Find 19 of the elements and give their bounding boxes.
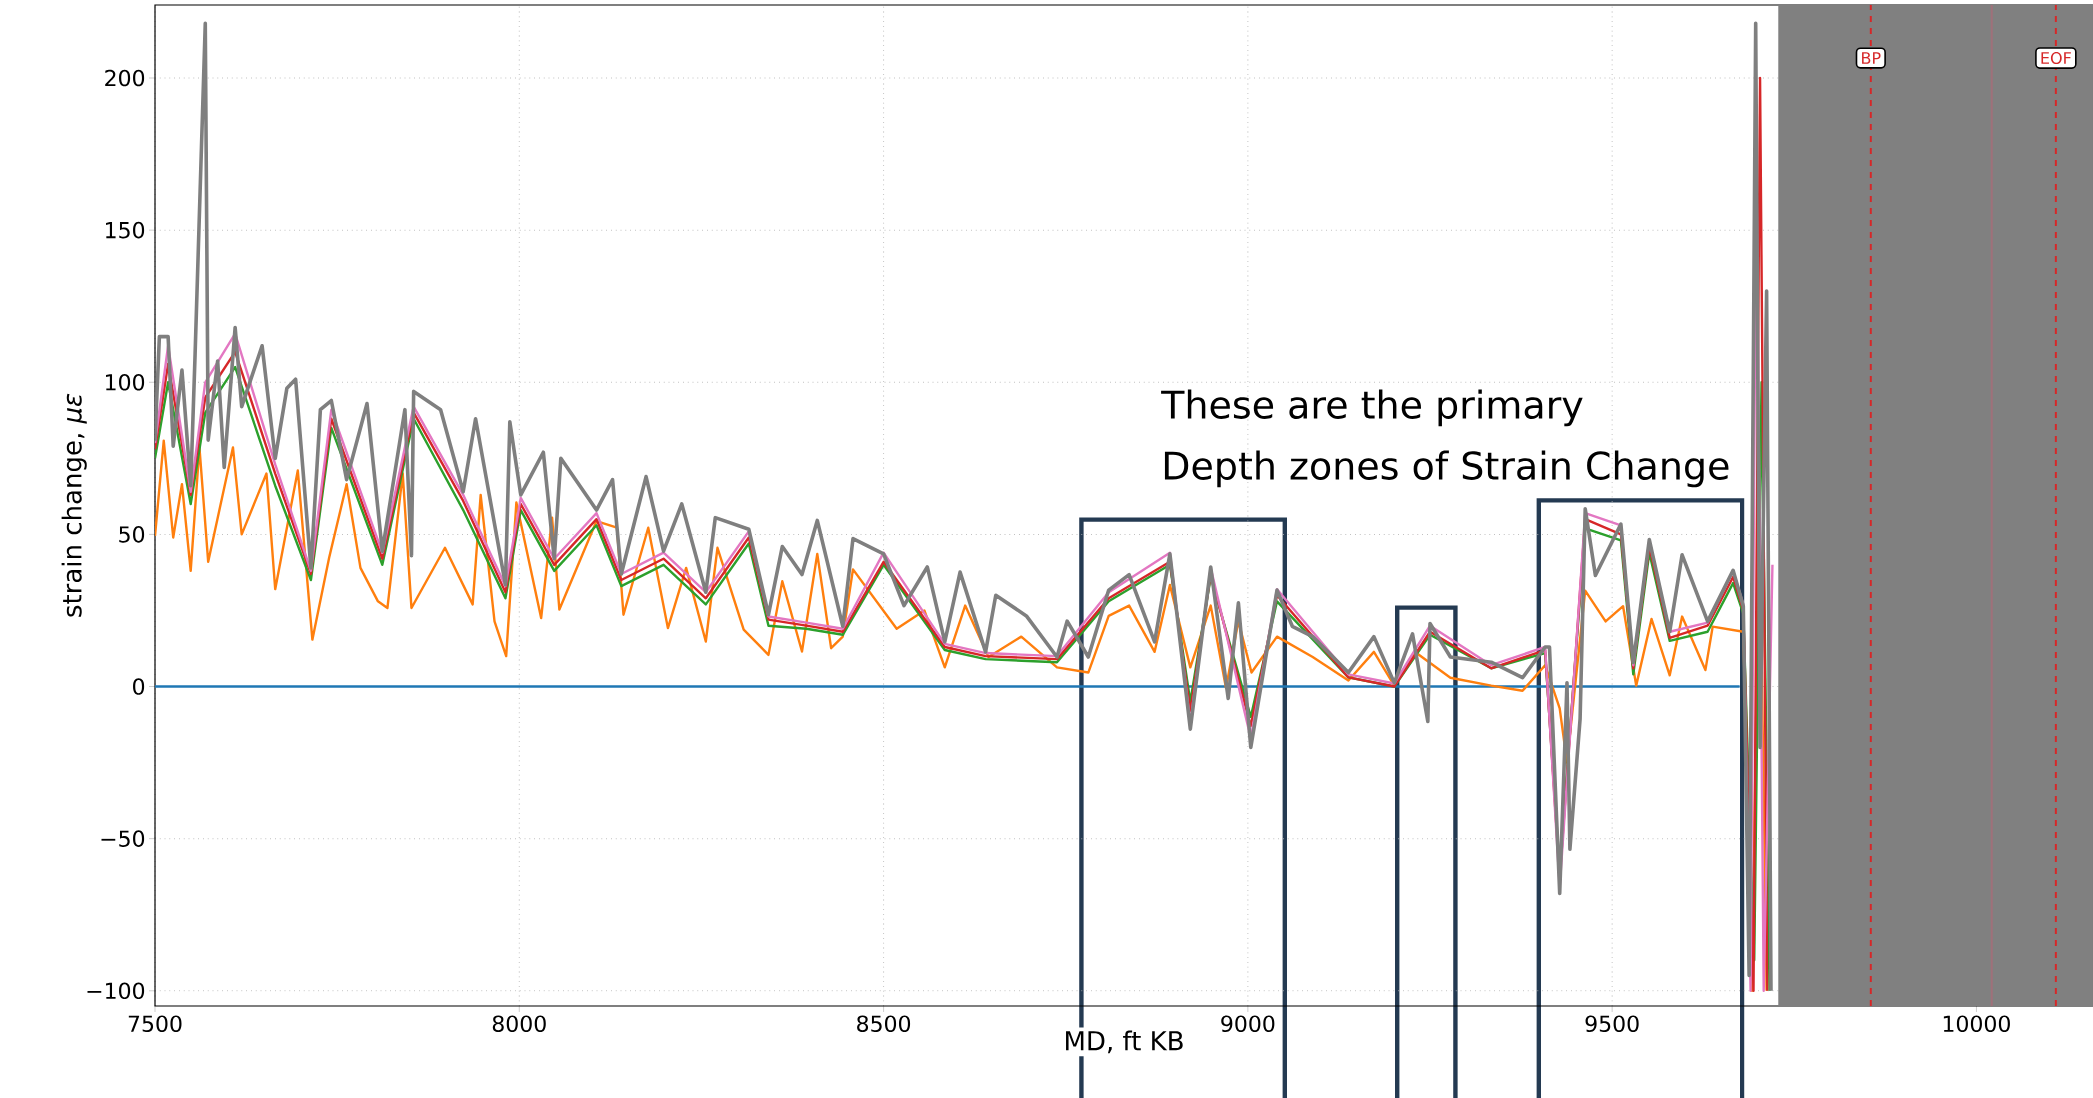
y-tick-label: 0: [133, 678, 145, 695]
y-tick-label: 50: [119, 526, 145, 543]
x-tick-label: 8000: [492, 1015, 546, 1033]
x-tick-label: 10000: [1943, 1015, 2010, 1033]
y-tick-label: 200: [105, 69, 145, 87]
x-axis-title: MD, ft KB: [1066, 1030, 1183, 1054]
x-tick-label: 9500: [1585, 1015, 1639, 1033]
y-tick-label: 100: [106, 373, 145, 391]
y-axis-title: strain change, με: [61, 393, 87, 617]
annotation: These are the primary: [1161, 389, 1583, 427]
ref-line-label: EOF: [2041, 51, 2071, 65]
ref-line-label: BP: [1862, 52, 1881, 64]
x-tick-label: 8500: [857, 1015, 911, 1033]
x-tick-label: 9000: [1221, 1015, 1275, 1033]
y-tick-label: −100: [87, 982, 145, 1000]
x-tick-label: 7500: [128, 1015, 182, 1033]
y-tick-label: 150: [106, 221, 145, 239]
annotation: Depth zones of Strain Change: [1164, 450, 1729, 488]
y-tick-label: −50: [101, 830, 145, 847]
